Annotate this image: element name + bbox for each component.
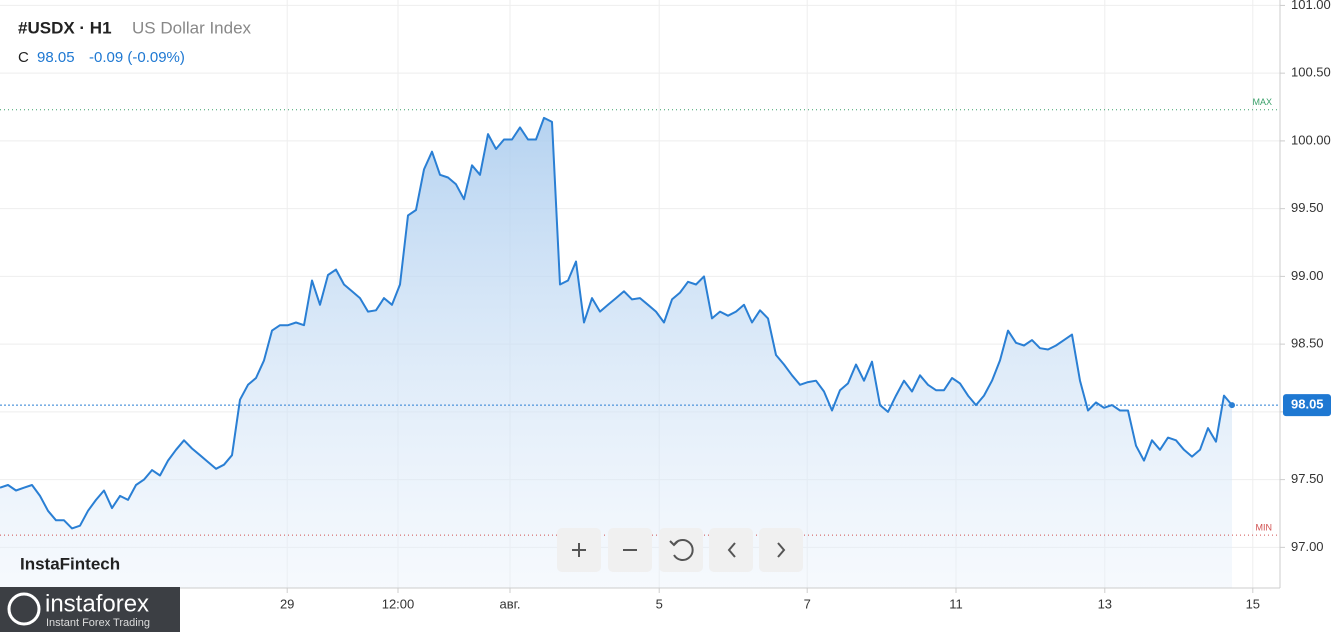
watermark: InstaFintech [20,554,120,573]
scroll-left-button[interactable] [709,528,753,572]
header-bg [0,10,245,72]
close-label: C [18,49,29,66]
logo: instaforex Instant Forex Trading [0,587,180,632]
area-fill [0,117,1232,589]
y-tick-label: 97.50 [1291,471,1324,486]
logo-name: instaforex [45,590,149,617]
x-tick-label: 29 [280,596,294,611]
max-label: MAX [1252,97,1272,107]
price-badge [1283,394,1331,417]
icon [572,543,586,557]
y-tick-label: 100.50 [1291,65,1331,80]
icon [777,542,786,558]
x-tick-label: 15 [1246,596,1260,611]
price-badge-label: 98.05 [1291,397,1324,412]
x-tick-label: 12:00 [382,596,415,611]
y-tick-label: 99.50 [1291,200,1324,215]
y-tick-label: 100.00 [1291,132,1331,147]
symbol: #USDX · H1 [18,18,112,37]
close-value: 98.05 [37,49,75,66]
x-tick-label: 13 [1098,596,1112,611]
x-tick-label: 7 [804,596,811,611]
x-tick-label: 5 [656,596,663,611]
y-tick-label: 101.00 [1291,0,1331,12]
scroll-right-button[interactable] [759,528,803,572]
toolbar [557,528,803,572]
reset-button[interactable] [659,528,703,572]
y-tick-label: 97.00 [1291,539,1324,554]
price-line [0,116,1233,530]
min-label: MIN [1256,523,1273,533]
icon [669,539,694,561]
change: -0.09 (-0.09%) [89,49,185,66]
x-tick-label: авг. [500,596,521,611]
x-tick-label: 11 [949,596,963,611]
logo-icon [7,592,41,626]
icon [727,542,736,558]
logo-tagline: Instant Forex Trading [46,617,150,629]
instrument-name: US Dollar Index [132,18,252,37]
y-tick-label: 98.50 [1291,336,1324,351]
y-tick-label: 99.00 [1291,268,1324,283]
